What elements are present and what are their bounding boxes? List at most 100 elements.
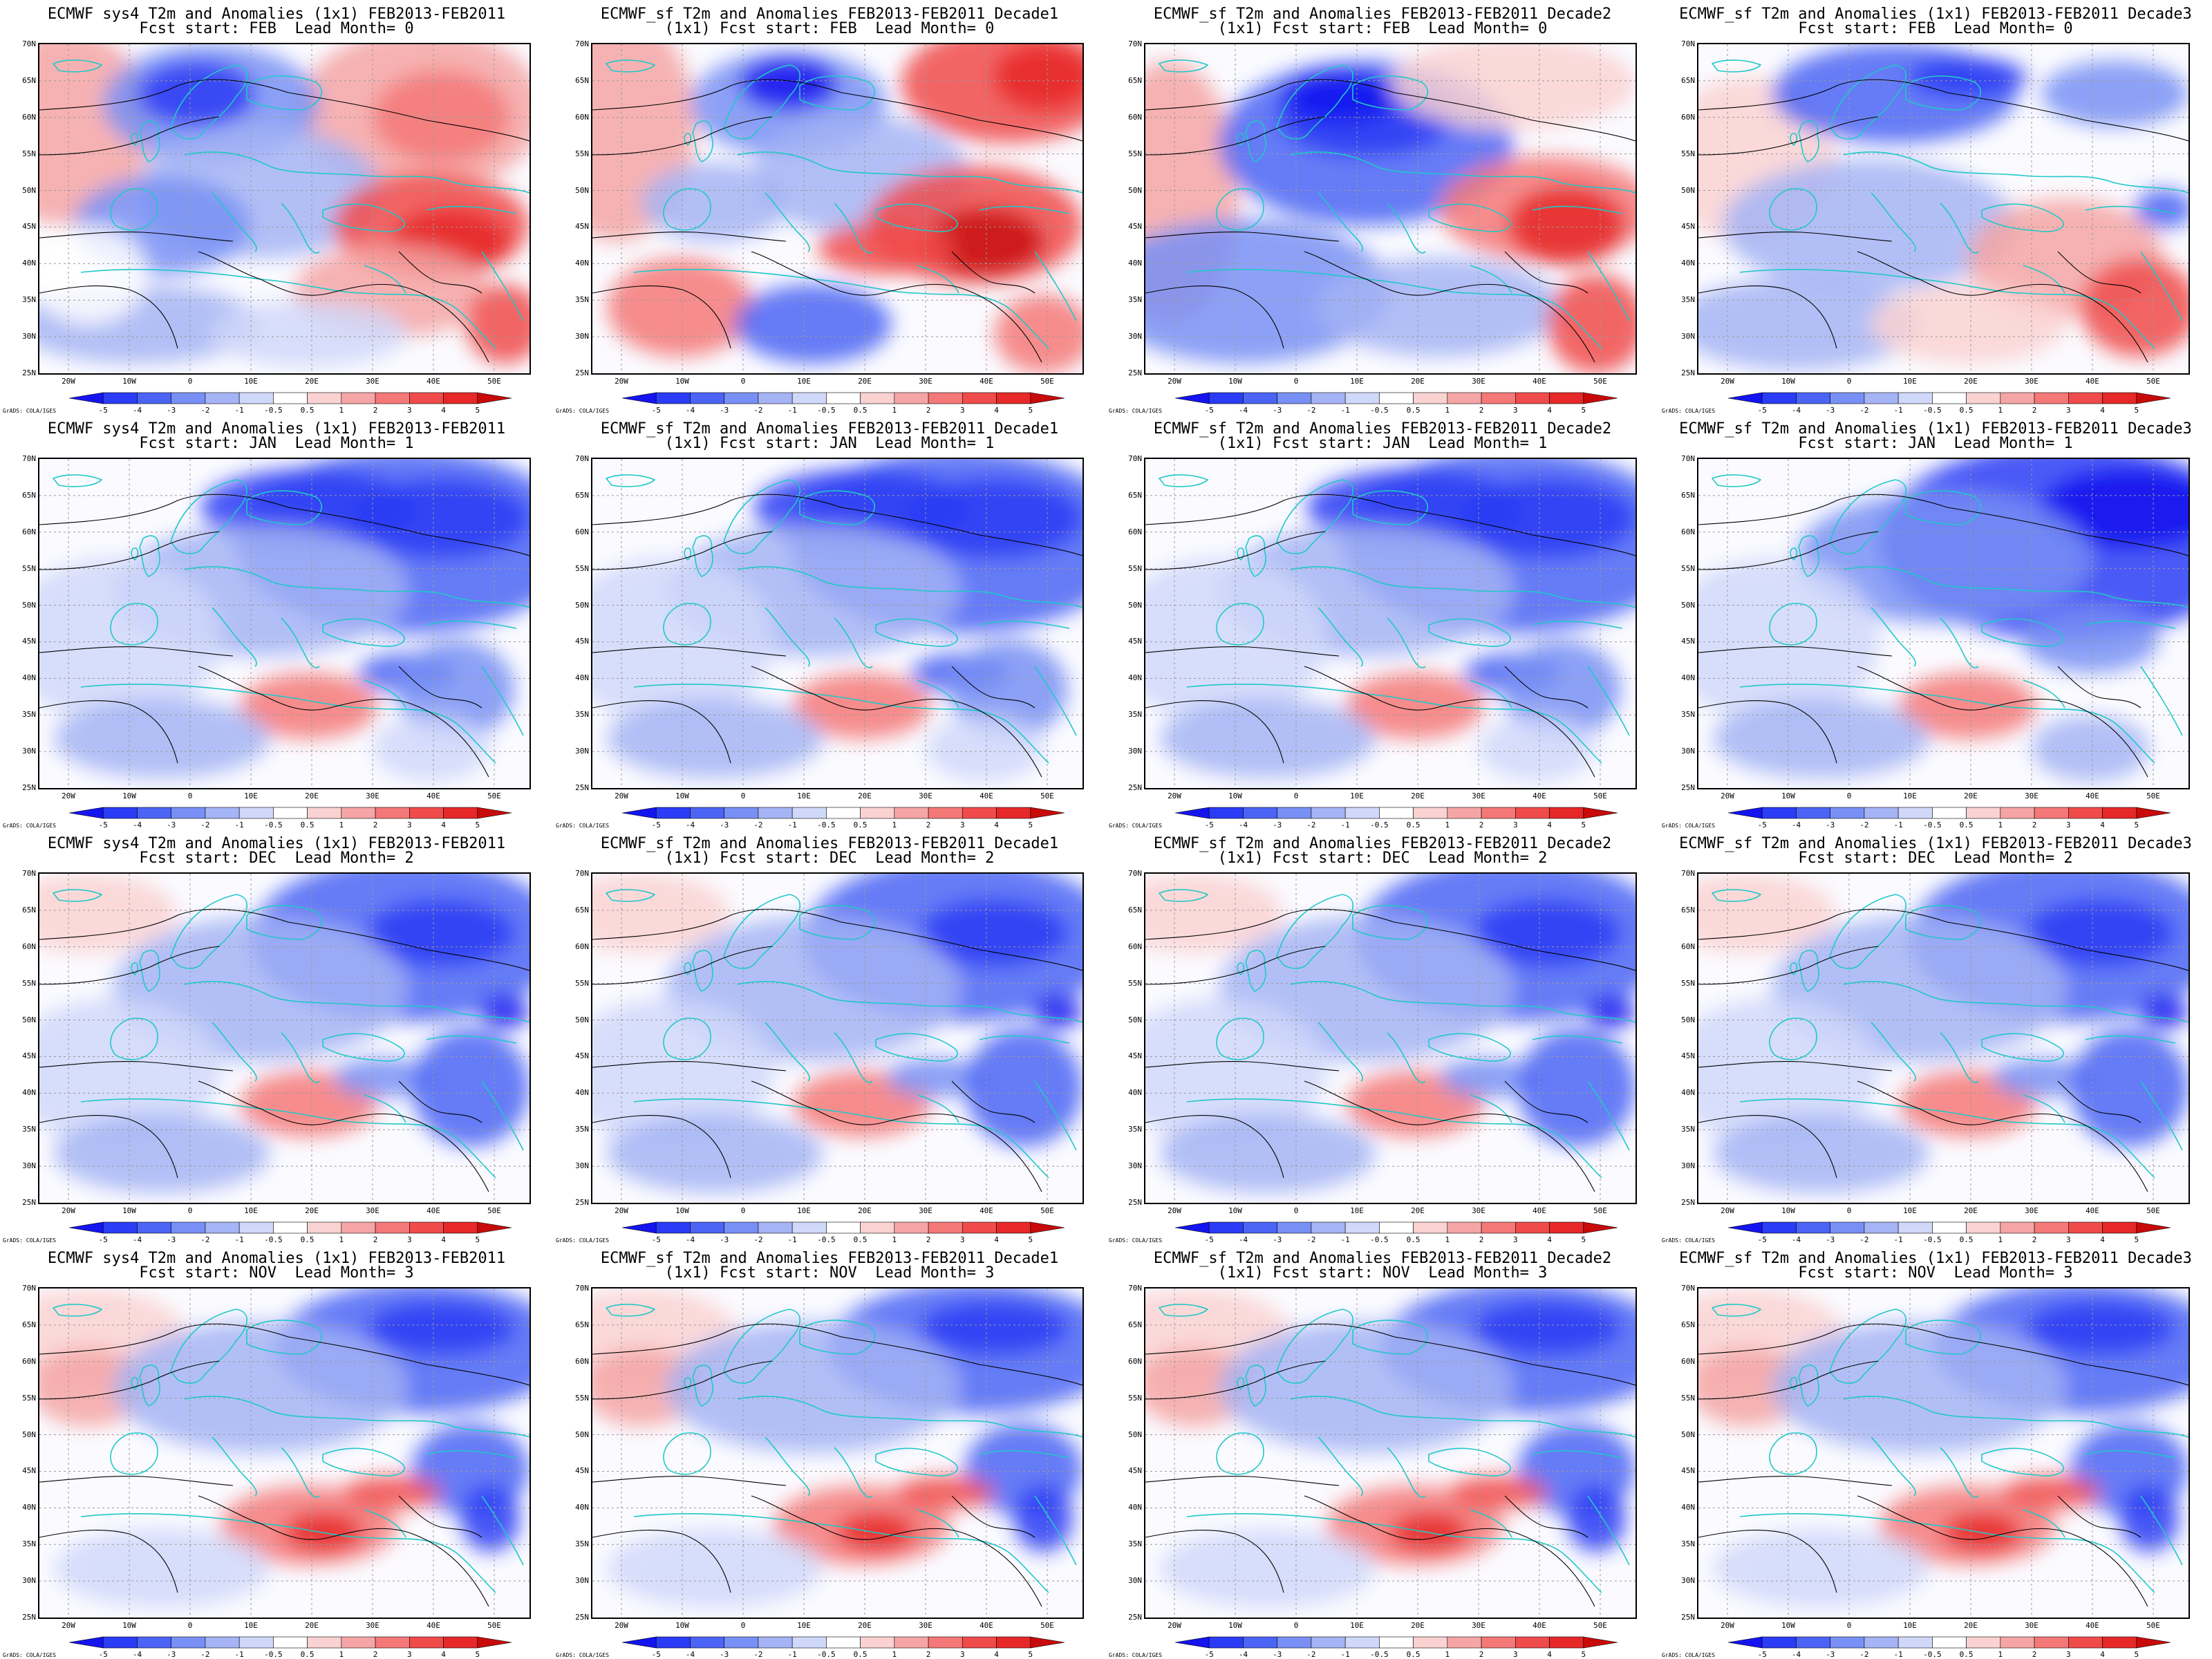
anomaly-shading [1992, 1058, 2091, 1098]
anomaly-shading [39, 998, 221, 1144]
colorbar-swatch [1208, 1636, 1244, 1649]
coastline [606, 889, 1082, 1179]
colorbar-swatch [1243, 807, 1277, 819]
colorbar-label: -5 [1757, 406, 1767, 415]
latitude-label: 35N [1681, 1125, 1695, 1134]
temperature-contour [1698, 79, 2188, 363]
latitude-label: 35N [1681, 1539, 1695, 1549]
anomaly-shading [1566, 1485, 1626, 1552]
anomaly-shading [39, 557, 221, 722]
longitude-label: 0 [187, 377, 193, 386]
longitude-label: 50E [1040, 791, 1054, 800]
latitude-label: 25N [22, 783, 36, 792]
colorbar-label: 5 [1581, 406, 1586, 415]
latitude-label: 50N [1128, 1015, 1142, 1024]
latitude-label: 35N [1128, 710, 1142, 720]
colorbar-swatch [860, 807, 895, 819]
panel-subtitle: Fcst start: NOV Lead Month= 3 [139, 1264, 414, 1282]
latitude-label: 50N [575, 1430, 589, 1439]
colorbar-label: -4 [685, 1650, 695, 1659]
colorbar-swatch [1379, 1221, 1414, 1234]
map-panel: ECMWF_sf T2m and Anomalies FEB2013-FEB20… [1106, 830, 1659, 1244]
colorbar-label: -4 [1791, 406, 1801, 415]
latitude-label: 65N [1681, 490, 1695, 500]
longitude-label: 30E [1472, 1206, 1485, 1215]
anomaly-shading [284, 1512, 363, 1552]
longitude-label: 20W [615, 791, 628, 800]
longitude-label: 50E [2146, 1206, 2160, 1215]
longitude-label: 30E [366, 377, 379, 386]
longitude-label: 40E [980, 1206, 993, 1215]
colorbar-label: -5 [98, 1235, 108, 1244]
latitude-label: 30N [1681, 1576, 1695, 1586]
colorbar-label: 1 [892, 1650, 897, 1659]
colorbar-swatch [894, 392, 929, 404]
map-panel: ECMWF_sf T2m and Anomalies FEB2013-FEB20… [1106, 415, 1659, 830]
anomaly-shading [480, 995, 529, 1029]
colorbar-label: 4 [2100, 406, 2105, 415]
colorbar-swatch [2136, 392, 2171, 404]
colorbar-label: -5 [98, 1650, 108, 1659]
colorbar-label: -0.5 [264, 1235, 283, 1244]
anomaly-shading [666, 1321, 960, 1453]
colorbar-label: -4 [1238, 1235, 1248, 1244]
anomaly-shading [1713, 699, 1929, 778]
anomaly-map [38, 43, 531, 375]
colorbar-label: 4 [441, 1235, 446, 1244]
panel-subtitle: Fcst start: FEB Lead Month= 0 [139, 20, 414, 37]
anomaly-shading [2041, 60, 2188, 126]
colorbar-label: -1 [234, 406, 244, 415]
colorbar-swatch [1481, 807, 1516, 819]
colorbar-label: -3 [167, 406, 176, 415]
temperature-contour [592, 1323, 1082, 1607]
map-canvas [1698, 874, 2188, 1203]
longitude-label: 10W [1781, 791, 1795, 800]
colorbar-label: 4 [1547, 1235, 1552, 1244]
longitude-label: 20E [305, 1621, 319, 1630]
colorbar-label: -1 [1893, 821, 1903, 830]
latitude-label: 50N [575, 600, 589, 610]
longitude-label: 30E [919, 1206, 932, 1215]
latitude-label: 45N [1128, 1051, 1142, 1061]
colorbar [1728, 392, 2171, 404]
map-panel: ECMWF_sf T2m and Anomalies FEB2013-FEB20… [553, 1244, 1106, 1659]
colorbar-label: 0.5 [853, 821, 868, 830]
latitude-label: 65N [575, 490, 589, 500]
colorbar-swatch [137, 1636, 171, 1649]
colorbar-label: 1 [1445, 1235, 1450, 1244]
longitude-label: 10W [1228, 377, 1242, 386]
anomaly-shading [837, 1512, 916, 1552]
latitude-label: 45N [1681, 637, 1695, 646]
map-panel: ECMWF_sf T2m and Anomalies FEB2013-FEB20… [1106, 0, 1659, 415]
colorbar-label: -3 [1826, 406, 1835, 415]
colorbar-label: 4 [994, 821, 999, 830]
latitude-label: 25N [1128, 1198, 1142, 1207]
latitude-label: 55N [1128, 563, 1142, 573]
anomaly-shading [1145, 998, 1327, 1144]
temperature-contour [39, 494, 529, 778]
panel-subtitle: (1x1) Fcst start: JAN Lead Month= 1 [1217, 435, 1548, 452]
latitude-label: 60N [22, 527, 36, 536]
latitude-label: 45N [1681, 222, 1695, 232]
longitude-label: 50E [2146, 791, 2160, 800]
latitude-label: 35N [575, 1125, 589, 1134]
longitude-label: 50E [487, 1621, 501, 1630]
colorbar-swatch [1583, 392, 1618, 404]
anomaly-map [38, 458, 531, 789]
latitude-label: 65N [22, 75, 36, 85]
longitude-label: 30E [919, 791, 932, 800]
colorbar-swatch [1830, 807, 1865, 819]
longitude-label: 10W [1228, 791, 1242, 800]
anomaly-shading [1698, 557, 1880, 722]
longitude-label: 0 [1846, 377, 1852, 386]
colorbar-swatch [1515, 807, 1550, 819]
colorbar-swatch [2102, 392, 2137, 404]
colorbar-label: 5 [2134, 821, 2139, 830]
anomaly-shading [1479, 715, 1597, 782]
longitude-label: 30E [366, 1621, 379, 1630]
anomaly-shading [592, 874, 730, 953]
latitude-label: 65N [22, 490, 36, 500]
colorbar-swatch [962, 807, 997, 819]
colorbar-swatch [137, 392, 171, 404]
colorbar-swatch [409, 392, 444, 404]
